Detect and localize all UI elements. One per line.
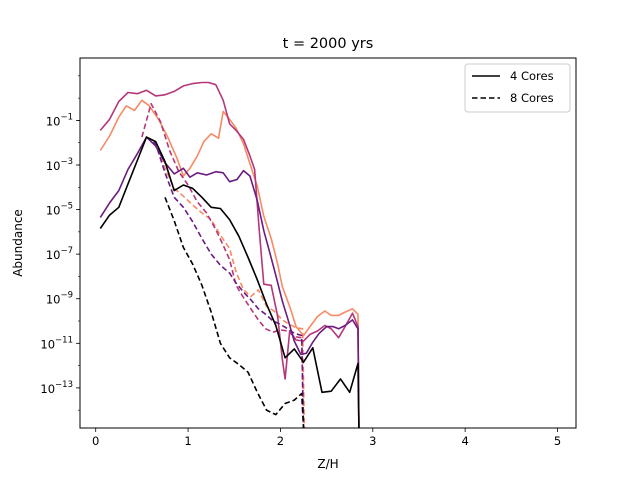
y-tick-base: 10 — [46, 204, 61, 218]
y-tick-label: 10−9 — [46, 291, 73, 307]
chart-title: t = 2000 yrs — [283, 36, 374, 52]
y-tick-exponent: −5 — [60, 202, 73, 212]
x-axis-label: Z/H — [317, 457, 338, 471]
series-line-8-dashed — [164, 197, 305, 428]
y-tick-label: 10−13 — [40, 380, 73, 396]
y-tick-label: 10−7 — [46, 246, 73, 262]
x-tick-label: 4 — [461, 434, 468, 448]
y-tick-exponent: −3 — [60, 157, 73, 167]
y-tick-exponent: −9 — [60, 291, 73, 301]
y-tick-label: 10−5 — [46, 202, 73, 218]
y-tick-exponent: −7 — [60, 246, 73, 256]
legend: 4 Cores 8 Cores — [464, 63, 571, 113]
x-tick-label: 2 — [277, 434, 284, 448]
legend-label: 8 Cores — [510, 91, 554, 105]
series-line-6-dashed — [146, 136, 305, 428]
series-line-3-solid — [99, 81, 360, 428]
series-line-4-dashed — [141, 102, 305, 428]
y-tick-label: 10−3 — [46, 157, 73, 173]
y-tick-base: 10 — [46, 293, 61, 307]
series-line-7-solid — [99, 136, 360, 428]
x-tick-label: 5 — [554, 434, 561, 448]
x-axis: 0 1 2 3 4 5 — [92, 428, 561, 448]
series-layer — [99, 81, 360, 428]
y-tick-base: 10 — [40, 337, 55, 351]
x-tick-label: 1 — [184, 434, 191, 448]
x-tick-label: 0 — [92, 434, 99, 448]
y-tick-exponent: −13 — [55, 380, 73, 390]
plot-series-group — [99, 81, 360, 428]
y-tick-base: 10 — [46, 159, 61, 173]
y-tick-label: 10−11 — [40, 335, 73, 351]
y-tick-base: 10 — [46, 114, 61, 128]
y-axis-label: Abundance — [11, 209, 25, 277]
legend-label: 4 Cores — [510, 69, 554, 83]
y-tick-base: 10 — [46, 248, 61, 262]
y-tick-exponent: −11 — [55, 335, 73, 345]
y-tick-exponent: −1 — [60, 112, 73, 122]
plot-area-frame — [79, 57, 577, 429]
x-tick-label: 3 — [369, 434, 376, 448]
y-tick-base: 10 — [40, 382, 55, 396]
series-line-2-dashed — [146, 136, 306, 428]
y-tick-label: 10−1 — [46, 112, 73, 128]
